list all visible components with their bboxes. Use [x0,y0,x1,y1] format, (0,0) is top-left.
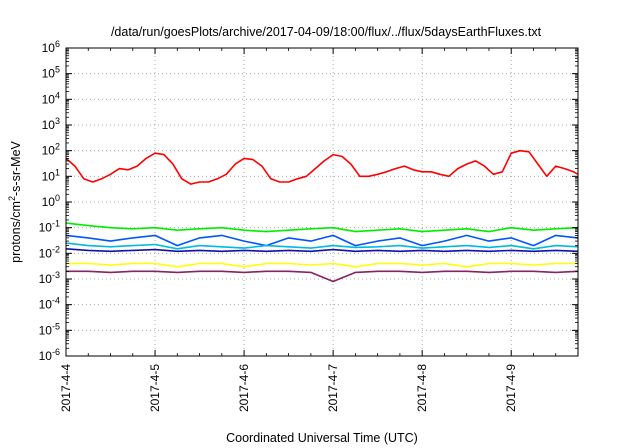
y-ticks: 10-610-510-410-310-210-11001011021031041… [39,39,578,363]
series-line-2 [65,234,579,247]
y-tick-label: 10-5 [39,321,60,337]
y-tick-exponent: 5 [55,65,60,75]
series-lines [65,149,579,283]
series-line-0 [65,149,579,185]
series-line-3 [65,242,579,250]
y-axis-label-superscript: 2 [7,196,17,201]
y-axis-label-base: protons/cm [9,201,23,263]
y-tick-label: 10-4 [39,296,60,312]
y-tick-label: 10-2 [39,244,60,260]
y-tick-label: 10-6 [39,347,60,363]
y-tick-exponent: 6 [55,39,60,49]
y-tick-label: 104 [42,90,60,106]
y-tick-exponent: 2 [55,142,60,152]
grid-lines [66,48,578,356]
y-tick-exponent: 3 [55,116,60,126]
y-tick-exponent: 1 [55,167,60,177]
y-tick-exponent: -5 [52,321,60,331]
y-tick-exponent: -1 [52,219,60,229]
series-line-4 [65,248,579,253]
y-axis-label-rest: -s-sr-MeV [9,140,23,196]
x-tick-label: 2017-4-4 [59,364,73,412]
y-tick-label: 100 [42,193,60,209]
y-tick-exponent: -6 [52,347,60,357]
x-tick-label: 2017-4-9 [504,364,518,412]
x-ticks: 2017-4-4 2017-4-5 2017-4-6 2017-4-7 2017-4-8… [59,48,557,412]
chart-title: /data/run/goesPlots/archive/2017-04-09/1… [111,25,542,39]
y-tick-exponent: -4 [52,296,60,306]
y-tick-label: 10-1 [39,219,60,235]
series-line-5 [66,262,578,268]
y-tick-label: 106 [42,39,60,55]
y-tick-label: 103 [42,116,60,132]
y-tick-exponent: 4 [55,90,60,100]
x-tick-label: 2017-4-6 [237,364,251,412]
y-tick-exponent: 0 [55,193,60,203]
x-axis-label: Coordinated Universal Time (UTC) [226,431,418,445]
y-tick-label: 105 [42,65,60,81]
x-tick-label: 2017-4-5 [148,364,162,412]
x-tick-label: 2017-4-7 [326,364,340,412]
y-tick-label: 101 [42,167,60,183]
series-line-1 [65,222,579,233]
y-axis-label: protons/cm2-s-sr-MeV [7,140,23,262]
y-tick-exponent: -3 [52,270,60,280]
y-tick-label: 10-3 [39,270,60,286]
y-tick-label: 102 [42,142,60,158]
y-tick-exponent: -2 [52,244,60,254]
x-tick-label: 2017-4-8 [415,364,429,412]
series-line-6 [66,270,579,283]
